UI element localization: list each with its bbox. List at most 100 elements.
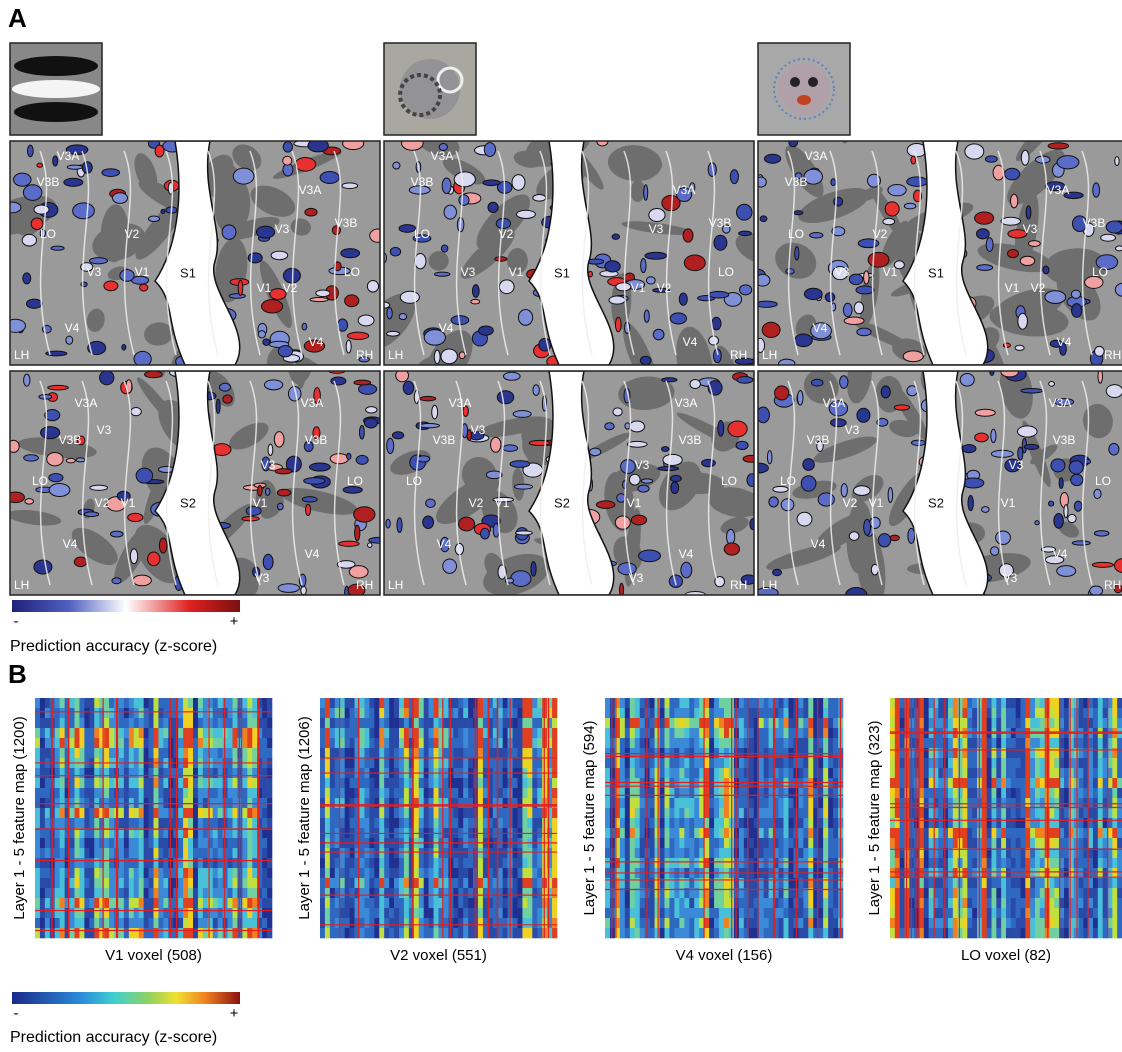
heat-cell xyxy=(547,788,552,798)
heat-cell xyxy=(483,818,488,828)
heat-cell xyxy=(967,718,972,728)
heat-cell xyxy=(518,808,523,818)
heat-cell xyxy=(895,698,900,708)
heat-cell xyxy=(458,858,463,868)
heat-cell xyxy=(109,928,114,938)
heat-cell xyxy=(134,868,139,878)
heat-cell xyxy=(784,708,789,718)
heat-cell xyxy=(75,788,80,798)
heat-cell xyxy=(144,748,149,758)
heat-cell xyxy=(552,898,557,908)
heat-cell xyxy=(394,758,399,768)
heat-cell xyxy=(404,788,409,798)
heat-cell xyxy=(35,888,40,898)
heat-cell xyxy=(60,818,65,828)
heat-cell xyxy=(660,918,665,928)
heat-cell xyxy=(247,908,252,918)
hemisphere-label: LH xyxy=(14,578,29,592)
heat-cell xyxy=(1006,778,1011,788)
activation-blob xyxy=(638,485,649,492)
heat-cell xyxy=(340,778,345,788)
heat-cell xyxy=(552,728,557,738)
roi-label: V3 xyxy=(471,423,486,437)
heat-cell xyxy=(394,778,399,788)
heat-cell xyxy=(724,808,729,818)
heat-cell xyxy=(1021,698,1026,708)
heat-cell xyxy=(203,838,208,848)
heat-cell xyxy=(679,838,684,848)
activation-blob xyxy=(51,246,64,250)
heat-cell xyxy=(414,738,419,748)
heat-cell xyxy=(340,818,345,828)
heat-cell xyxy=(320,798,325,808)
heat-cell xyxy=(478,718,483,728)
activation-blob xyxy=(795,247,799,260)
heat-cell xyxy=(70,888,75,898)
heat-cell xyxy=(788,758,793,768)
heat-cell xyxy=(625,838,630,848)
heat-cell xyxy=(213,918,218,928)
heat-cell xyxy=(89,838,94,848)
heat-cell xyxy=(163,838,168,848)
activation-blob xyxy=(342,183,358,189)
heat-cell xyxy=(823,918,828,928)
heat-cell xyxy=(823,858,828,868)
heat-cell xyxy=(503,928,508,938)
activation-blob xyxy=(402,136,424,150)
heat-cell xyxy=(183,918,188,928)
heat-cell xyxy=(89,788,94,798)
activation-blob xyxy=(885,202,899,216)
sulcus xyxy=(228,33,265,72)
heat-cell xyxy=(419,798,424,808)
heat-cell xyxy=(1050,738,1055,748)
heat-cell xyxy=(714,758,719,768)
heat-cell xyxy=(650,838,655,848)
heat-cell xyxy=(119,698,124,708)
heat-cell xyxy=(129,838,134,848)
heat-cell xyxy=(938,708,943,718)
heat-cell xyxy=(429,788,434,798)
heat-cell xyxy=(158,808,163,818)
heat-cell xyxy=(35,808,40,818)
heat-cell xyxy=(379,718,384,728)
heat-cell xyxy=(262,928,267,938)
heat-cell xyxy=(630,808,635,818)
heat-cell xyxy=(709,718,714,728)
heat-cell xyxy=(55,848,60,858)
heat-cell xyxy=(233,718,238,728)
heat-cell xyxy=(547,818,552,828)
heat-cell xyxy=(818,798,823,808)
heat-cell xyxy=(40,918,45,928)
heat-cell xyxy=(620,718,625,728)
heat-cell xyxy=(188,808,193,818)
heat-cell xyxy=(379,858,384,868)
sulcus xyxy=(445,608,476,644)
heat-cell xyxy=(45,868,50,878)
heat-cell xyxy=(784,788,789,798)
activation-blob xyxy=(1015,345,1024,350)
heat-cell xyxy=(70,858,75,868)
heat-cell xyxy=(1001,738,1006,748)
heat-cell xyxy=(605,758,610,768)
heat-cell xyxy=(340,928,345,938)
heat-cell xyxy=(154,888,159,898)
heat-cell xyxy=(709,908,714,918)
heat-cell xyxy=(724,908,729,918)
heat-cell xyxy=(399,858,404,868)
heat-cell xyxy=(714,788,719,798)
heat-cell xyxy=(89,888,94,898)
heat-cell xyxy=(1040,758,1045,768)
activation-blob xyxy=(24,455,39,462)
activation-blob xyxy=(1094,531,1109,536)
heat-cell xyxy=(94,698,99,708)
heat-cell xyxy=(267,788,272,798)
heat-cell xyxy=(764,788,769,798)
heat-cell xyxy=(963,778,968,788)
heat-cell xyxy=(399,888,404,898)
heat-cell xyxy=(325,908,330,918)
heat-cell xyxy=(45,928,50,938)
heat-cell xyxy=(40,848,45,858)
roi-label: V1 xyxy=(627,496,642,510)
heat-cell xyxy=(759,908,764,918)
heat-cell xyxy=(704,698,709,708)
